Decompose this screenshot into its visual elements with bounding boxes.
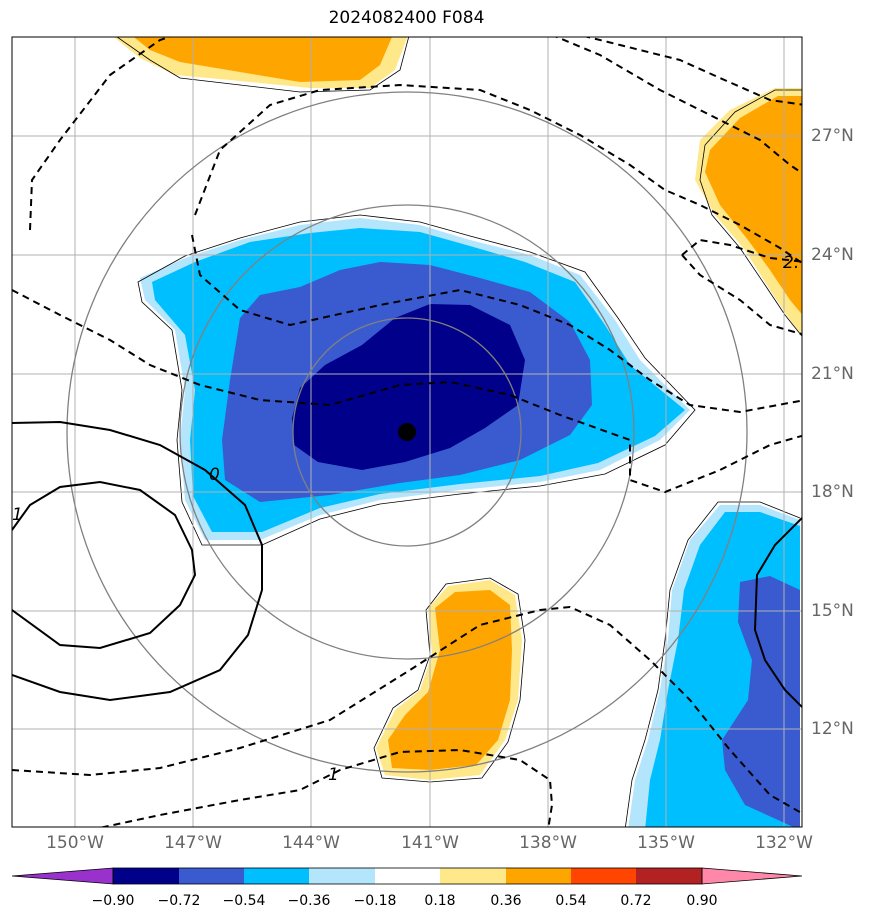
graticule — [12, 37, 802, 827]
lat-tick-label: 21°N — [811, 364, 854, 384]
contour-label: 2. — [783, 253, 799, 273]
contour-line — [583, 37, 802, 106]
lon-tick-label: 132°W — [755, 833, 813, 853]
colorbar-swatch — [375, 868, 440, 884]
contour-line — [753, 516, 802, 709]
colorbar-label: −0.90 — [91, 893, 135, 909]
colorbar-swatch — [179, 868, 244, 884]
colorbar-swatch — [506, 868, 571, 884]
range-ring-middle — [179, 204, 635, 660]
colorbar-label: −0.36 — [287, 893, 331, 909]
contour-line — [12, 480, 197, 650]
colorbar-label: 0.36 — [490, 893, 522, 909]
colorbar-extend-max — [701, 867, 803, 885]
contour-line — [191, 234, 802, 414]
colorbar-extend-min — [11, 867, 114, 885]
contour-line — [12, 605, 802, 815]
lon-tick-label: 150°W — [46, 833, 104, 853]
colorbar-label: 0.90 — [686, 893, 718, 909]
contour-label: 0 — [209, 465, 220, 485]
contour-line — [99, 748, 554, 827]
colorbar-label: −0.54 — [222, 893, 266, 909]
colorbar-label: 0.54 — [555, 893, 587, 909]
lon-tick-label: 147°W — [164, 833, 222, 853]
contour-line — [12, 420, 263, 702]
negative-anomaly-region-southeast — [625, 501, 801, 827]
colorbar-swatch — [244, 868, 309, 884]
colorbar-label: −0.72 — [157, 893, 201, 909]
positive-anomaly-region-north — [113, 37, 410, 93]
colorbar-swatch — [636, 868, 702, 884]
lat-tick-label: 18°N — [811, 482, 854, 502]
contour-line — [554, 37, 802, 175]
map-frame — [11, 36, 803, 828]
contour-label: 1 — [12, 505, 23, 525]
positive-anomaly-region-northeast — [695, 88, 802, 337]
colorbar-label: −0.18 — [353, 893, 397, 909]
storm-center-marker — [398, 423, 416, 441]
range-ring-outer — [66, 91, 748, 773]
contour-label: 1 — [328, 765, 339, 785]
contour-labels: 0 1 1 2. — [12, 253, 799, 785]
positive-anomaly-region-south — [373, 577, 526, 783]
contour-line — [29, 37, 173, 231]
colorbar-swatch — [440, 868, 506, 884]
range-ring-inner — [292, 317, 522, 547]
lon-tick-label: 141°W — [401, 833, 459, 853]
lon-tick-label: 135°W — [637, 833, 695, 853]
solid-contours — [12, 420, 802, 709]
map-panel: 0 1 1 2. — [11, 36, 803, 828]
colorbar-label: 0.72 — [620, 893, 652, 909]
colorbar — [11, 867, 803, 885]
lat-tick-label: 24°N — [811, 245, 854, 265]
range-rings — [66, 91, 748, 773]
colorbar-swatch — [113, 868, 179, 884]
negative-anomaly-region — [137, 214, 696, 546]
lon-tick-label: 144°W — [282, 833, 340, 853]
dashed-contours — [12, 37, 802, 827]
colorbar-label: 0.18 — [424, 893, 456, 909]
lat-tick-label: 15°N — [811, 601, 854, 621]
lat-tick-label: 27°N — [811, 126, 854, 146]
colorbar-swatch — [571, 868, 636, 884]
lat-tick-label: 12°N — [811, 719, 854, 739]
chart-title: 2024082400 F084 — [328, 8, 485, 28]
contour-line — [681, 238, 802, 336]
contour-line — [194, 83, 802, 265]
lon-tick-label: 138°W — [519, 833, 577, 853]
colorbar-swatch — [309, 868, 375, 884]
